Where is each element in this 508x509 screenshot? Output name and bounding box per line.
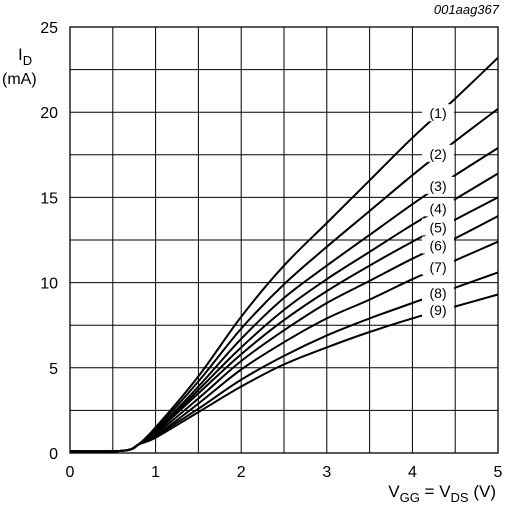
x-axis-label-unit: (V) — [469, 482, 496, 501]
y-tick-label: 15 — [40, 190, 58, 207]
x-tick-label: 2 — [237, 464, 246, 481]
x-tick-label: 4 — [408, 464, 417, 481]
series-label: (2) — [430, 146, 447, 162]
series-label: (7) — [430, 259, 447, 275]
series-label: (3) — [430, 178, 447, 194]
figure-code: 001aag367 — [434, 2, 500, 17]
x-axis-label-eq: = — [420, 482, 439, 501]
y-tick-label: 5 — [49, 361, 58, 378]
series-label: (1) — [430, 105, 447, 121]
series-label-bg — [422, 236, 455, 254]
series-label-bg — [422, 176, 455, 194]
y-axis-label-sub: D — [23, 53, 32, 68]
x-axis-label-v1-sub: GG — [400, 490, 420, 505]
y-tick-label: 0 — [49, 446, 58, 463]
y-axis-unit: (mA) — [2, 71, 37, 88]
series-label-bg — [422, 199, 455, 217]
x-tick-label: 1 — [151, 464, 160, 481]
plot-frame — [69, 26, 499, 454]
x-tick-label: 5 — [494, 464, 503, 481]
x-axis-label-v2: V — [439, 482, 451, 501]
y-tick-label: 25 — [40, 20, 58, 37]
series-label-bg — [422, 104, 455, 122]
x-axis-label-v1: V — [388, 482, 400, 501]
series-label-bg — [422, 301, 455, 319]
y-tick-label: 10 — [40, 276, 58, 293]
curves — [69, 56, 499, 453]
grid — [69, 26, 499, 454]
y-axis-label-main: I — [18, 45, 23, 64]
series-label: (5) — [430, 219, 447, 235]
y-axis-label: ID — [18, 45, 32, 68]
series-label-bg — [422, 218, 455, 236]
x-tick-label: 0 — [66, 464, 75, 481]
series-label: (9) — [430, 302, 447, 318]
series-label-bg — [422, 144, 455, 162]
x-axis-label: VGG = VDS (V) — [388, 482, 496, 505]
series-label: (4) — [430, 200, 447, 216]
series-label: (8) — [430, 285, 447, 301]
x-axis-label-v2-sub: DS — [451, 490, 469, 505]
y-tick-label: 20 — [40, 105, 58, 122]
series-line — [69, 293, 499, 453]
series-label-bg — [422, 283, 455, 301]
series-label-bg — [422, 257, 455, 275]
series-labels: (1) (2) (3) (4) (5) (6) (7) (8)(9) — [422, 104, 455, 319]
x-tick-label: 3 — [322, 464, 331, 481]
series-label: (6) — [430, 237, 447, 253]
